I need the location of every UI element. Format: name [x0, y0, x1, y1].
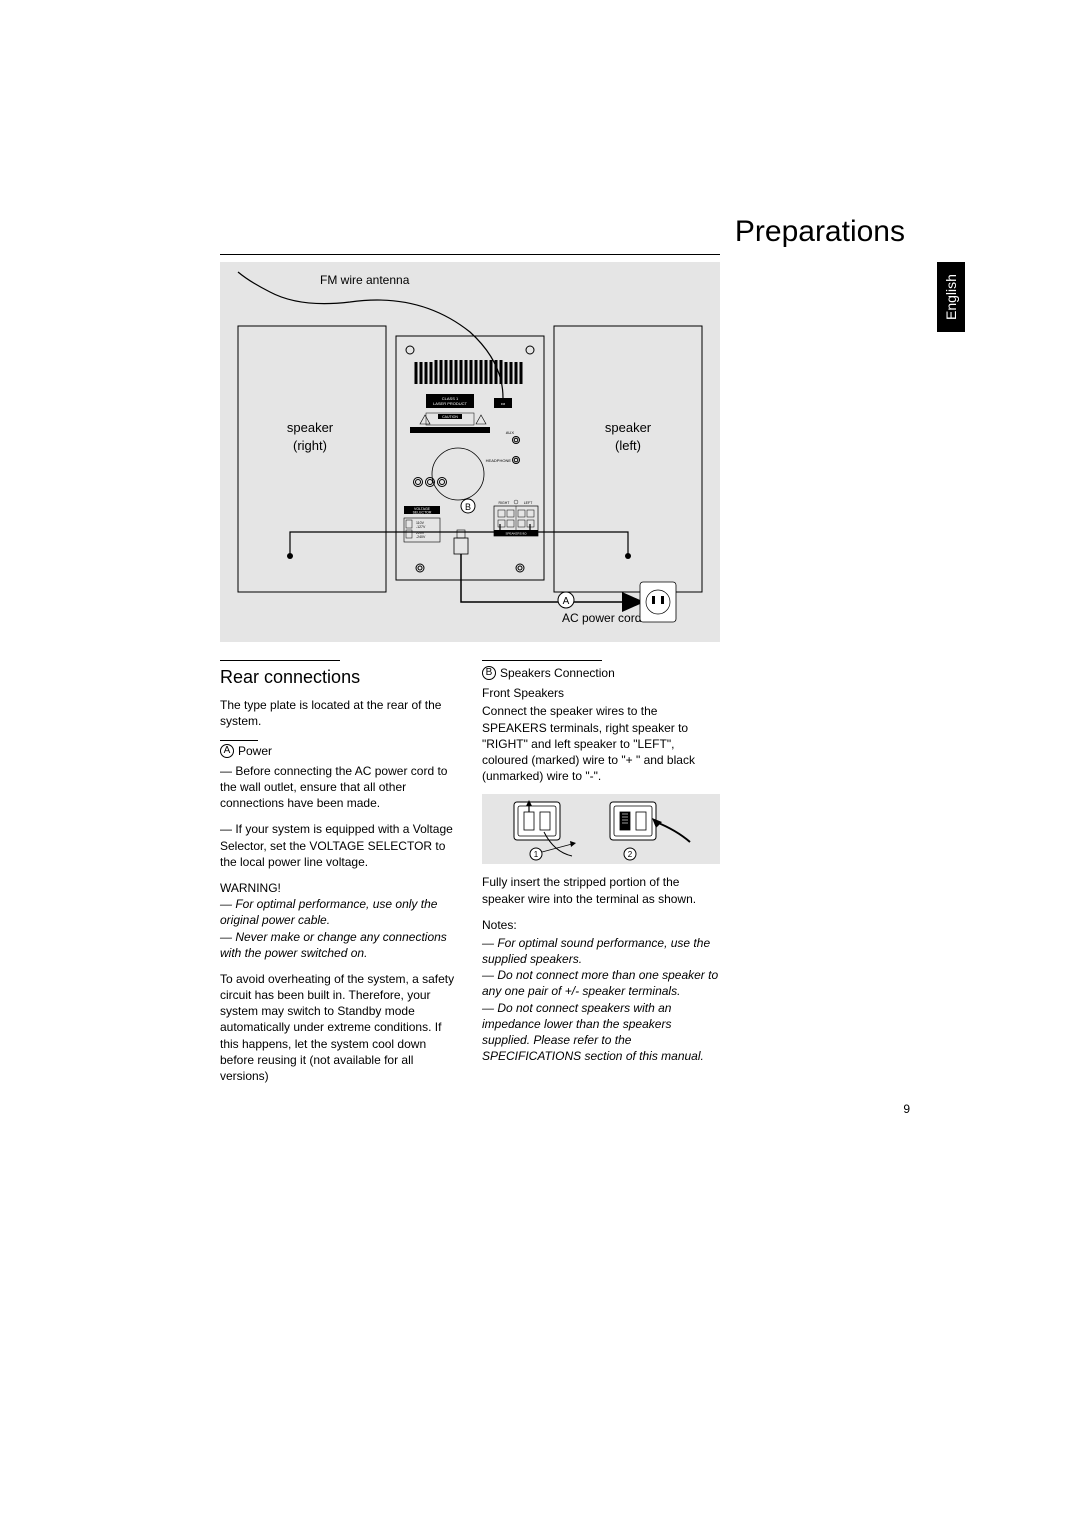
svg-text:HEADPHONE: HEADPHONE [486, 458, 512, 463]
svg-text:A: A [563, 596, 570, 607]
svg-text:-127V: -127V [416, 525, 426, 529]
svg-text:LEFT: LEFT [524, 501, 533, 505]
language-tab: English [937, 262, 965, 332]
speakers-connection-text: Speakers Connection [500, 665, 615, 681]
svg-text:SELECTOR: SELECTOR [413, 511, 432, 515]
connect-text: Connect the speaker wires to the SPEAKER… [482, 703, 720, 784]
right-column: B Speakers Connection Front Speakers Con… [482, 660, 720, 1094]
front-speakers-text: Front Speakers [482, 685, 720, 701]
svg-text:AC power cord: AC power cord [562, 611, 641, 625]
warning-heading: WARNING! [220, 880, 458, 896]
note-1: — For optimal sound performance, use the… [482, 935, 720, 967]
intro-text: The type plate is located at the rear of… [220, 697, 458, 729]
svg-text:B: B [465, 502, 471, 512]
note-2: — Do not connect more than one speaker t… [482, 967, 720, 999]
svg-text:RIGHT: RIGHT [499, 501, 511, 505]
power-text: Power [238, 743, 272, 759]
rear-connections-heading: Rear connections [220, 665, 458, 689]
rule [220, 740, 258, 741]
content-columns: Rear connections The type plate is locat… [220, 660, 720, 1094]
terminal-inset-diagram: 1 2 [482, 794, 720, 864]
svg-text:-240V: -240V [416, 535, 426, 539]
left-column: Rear connections The type plate is locat… [220, 660, 458, 1094]
page-title: Preparations [735, 215, 905, 249]
warn-p1: — For optimal performance, use only the … [220, 896, 458, 928]
power-p2: — If your system is equipped with a Volt… [220, 821, 458, 870]
notes-heading: Notes: [482, 917, 720, 933]
svg-text:AUX: AUX [506, 430, 515, 435]
title-underline [220, 254, 720, 255]
svg-text:speaker: speaker [605, 420, 652, 435]
rule [220, 660, 340, 661]
page-number: 9 [903, 1102, 910, 1116]
svg-text:SPEAKERS 8Ω: SPEAKERS 8Ω [506, 532, 528, 536]
power-label: A Power [220, 743, 458, 759]
rear-connection-diagram: speaker (right) speaker (left) CLASS 1 [220, 262, 720, 642]
svg-text:(right): (right) [293, 438, 327, 453]
warn-p2: — Never make or change any connections w… [220, 929, 458, 961]
fully-insert-text: Fully insert the stripped portion of the… [482, 874, 720, 906]
marker-b-icon: B [482, 666, 496, 680]
svg-text:(left): (left) [615, 438, 641, 453]
power-p1: — Before connecting the AC power cord to… [220, 763, 458, 812]
svg-text:CAUTION: CAUTION [442, 415, 458, 419]
rule [482, 660, 602, 661]
svg-text:FM: FM [501, 402, 506, 406]
svg-text:speaker: speaker [287, 420, 334, 435]
overheat-text: To avoid overheating of the system, a sa… [220, 971, 458, 1084]
speakers-label: B Speakers Connection [482, 665, 720, 681]
svg-text:FM wire antenna: FM wire antenna [320, 273, 410, 287]
note-3: — Do not connect speakers with an impeda… [482, 1000, 720, 1065]
svg-text:LASER PRODUCT: LASER PRODUCT [433, 401, 468, 406]
svg-text:2: 2 [628, 850, 633, 859]
marker-a-icon: A [220, 744, 234, 758]
svg-text:1: 1 [534, 850, 539, 859]
